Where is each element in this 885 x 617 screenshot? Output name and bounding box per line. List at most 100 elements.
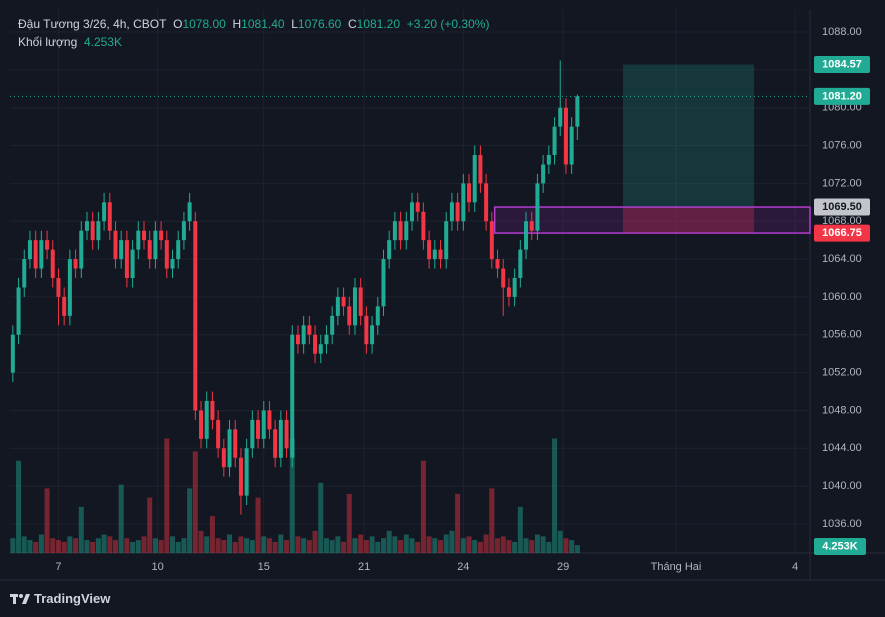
volume-bar xyxy=(27,540,33,553)
volume-bar xyxy=(192,451,198,553)
candle-body xyxy=(147,240,152,260)
candle-body xyxy=(455,202,460,222)
volume-bar xyxy=(557,530,563,553)
volume-bar xyxy=(306,540,312,553)
x-tick-label: 15 xyxy=(258,561,270,573)
volume-label-bg xyxy=(814,538,866,555)
candle-body xyxy=(569,126,574,165)
volume-bar xyxy=(187,488,193,553)
candle-body xyxy=(432,249,437,260)
price-label: 1069.50 xyxy=(822,201,862,213)
volume-bar xyxy=(409,538,415,553)
brand: TradingView xyxy=(10,591,110,606)
candle-body xyxy=(461,183,466,222)
candle-body xyxy=(90,221,95,241)
volume-bar xyxy=(329,540,335,553)
volume-bar xyxy=(420,460,426,553)
candle-body xyxy=(284,419,289,449)
candle-body xyxy=(176,240,181,260)
candle-body xyxy=(238,457,243,496)
volume-bar xyxy=(78,506,84,553)
candle-body xyxy=(472,155,477,203)
candle-body xyxy=(375,306,380,326)
candle-body xyxy=(107,202,112,231)
price-label: 1084.57 xyxy=(822,58,862,70)
candle-body xyxy=(256,419,261,439)
x-tick-label: Tháng Hai xyxy=(651,561,702,573)
volume-bar xyxy=(341,541,347,553)
candle-body xyxy=(495,259,500,269)
volume-bar xyxy=(152,538,158,553)
volume-bar xyxy=(483,534,489,553)
volume-bar xyxy=(301,538,307,553)
candle-body xyxy=(250,419,255,449)
candle-body xyxy=(187,202,192,222)
volume-bar xyxy=(460,538,466,553)
volume-bar xyxy=(118,484,124,553)
volume-bar xyxy=(512,541,518,553)
ohlc-label: O xyxy=(173,17,183,31)
candle-body xyxy=(558,107,563,127)
volume-bar xyxy=(38,534,44,553)
candle-body xyxy=(124,240,129,278)
volume-bar xyxy=(392,536,398,553)
volume-bar xyxy=(130,541,136,553)
volume-bar xyxy=(50,538,56,553)
candle-body xyxy=(358,287,363,316)
symbol: Đậu Tương 3/26, 4h, CBOT xyxy=(18,17,167,31)
candle-body xyxy=(159,230,164,241)
volume-bar xyxy=(438,540,444,553)
volume-bar xyxy=(432,538,438,553)
ohlc-value: 1078.00 xyxy=(182,17,226,31)
y-tick-label: 1076.00 xyxy=(822,139,862,151)
candle-body xyxy=(427,240,432,260)
volume-bar xyxy=(135,540,141,553)
volume-bar xyxy=(73,538,79,553)
candle-body xyxy=(244,448,249,496)
candle-body xyxy=(467,183,472,203)
candle-body xyxy=(404,221,409,241)
volume-bar xyxy=(346,493,352,553)
volume-bar xyxy=(175,541,181,553)
candle-body xyxy=(352,287,357,326)
candle-body xyxy=(50,249,55,278)
candle-body xyxy=(22,259,27,288)
candle-body xyxy=(541,164,546,184)
price-label-bg xyxy=(814,55,870,73)
volume-bar xyxy=(10,538,16,553)
target-zone xyxy=(622,64,755,208)
y-tick-label: 1044.00 xyxy=(822,442,862,454)
volume-bar xyxy=(380,538,386,553)
price-label: 1066.75 xyxy=(822,227,862,239)
candle-body xyxy=(518,249,523,278)
volume-label: Khối lượng xyxy=(18,35,78,49)
candle-body xyxy=(204,400,209,439)
volume-bar xyxy=(124,538,130,553)
volume-bar xyxy=(21,536,27,553)
volume-bar xyxy=(455,493,461,553)
candle-body xyxy=(141,230,146,241)
candle-body xyxy=(233,429,238,458)
candle-body xyxy=(489,221,494,260)
y-tick-label: 1068.00 xyxy=(822,215,862,227)
candle-body xyxy=(96,221,101,241)
candle-body xyxy=(364,315,369,345)
volume-bar xyxy=(523,538,529,553)
volume-bar xyxy=(569,540,575,553)
candle-body xyxy=(67,259,72,316)
candle-body xyxy=(181,221,186,241)
x-tick-label: 21 xyxy=(358,561,370,573)
brand-name: TradingView xyxy=(34,591,111,606)
candle-body xyxy=(290,334,295,458)
price-label-bg xyxy=(814,224,870,242)
candle-body xyxy=(79,230,84,269)
candle-body xyxy=(484,183,489,222)
candle-body xyxy=(153,230,158,260)
volume-bar xyxy=(95,538,101,553)
candle-body xyxy=(301,325,306,345)
volume-bar xyxy=(67,536,73,553)
volume-bar xyxy=(278,534,284,553)
volume-bar xyxy=(506,540,512,553)
candle-body xyxy=(563,107,568,165)
stop-zone xyxy=(622,207,755,234)
